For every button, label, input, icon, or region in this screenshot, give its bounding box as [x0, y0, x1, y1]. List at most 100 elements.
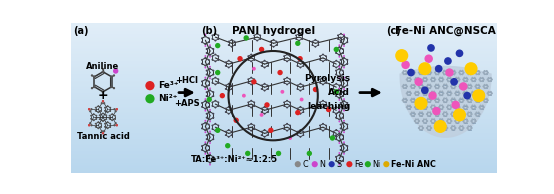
Circle shape: [475, 115, 478, 117]
Circle shape: [463, 122, 465, 124]
Circle shape: [209, 154, 211, 156]
Circle shape: [410, 106, 412, 108]
Circle shape: [338, 132, 340, 134]
Bar: [70, 98, 497, 99]
Circle shape: [474, 99, 476, 101]
Circle shape: [218, 105, 219, 107]
Bar: [70, 86, 497, 87]
Circle shape: [90, 115, 92, 117]
Circle shape: [283, 125, 285, 126]
Circle shape: [338, 65, 340, 67]
Circle shape: [201, 145, 203, 147]
Bar: [70, 48, 497, 49]
Circle shape: [401, 61, 410, 69]
Circle shape: [98, 121, 99, 123]
Circle shape: [340, 40, 342, 42]
Circle shape: [429, 70, 431, 72]
Circle shape: [442, 78, 444, 81]
Circle shape: [319, 101, 321, 103]
Circle shape: [450, 127, 452, 129]
Circle shape: [286, 61, 288, 62]
Circle shape: [107, 105, 109, 107]
Circle shape: [340, 33, 342, 35]
Bar: [70, 54, 497, 56]
Circle shape: [406, 99, 408, 101]
Circle shape: [338, 134, 340, 136]
Circle shape: [402, 71, 404, 74]
Circle shape: [206, 156, 208, 158]
Circle shape: [204, 57, 207, 59]
Circle shape: [454, 85, 456, 87]
Circle shape: [253, 38, 255, 40]
Circle shape: [435, 101, 437, 103]
Circle shape: [439, 118, 441, 120]
Bar: [70, 79, 497, 81]
Bar: [70, 84, 497, 86]
Circle shape: [463, 127, 465, 129]
Circle shape: [439, 90, 441, 93]
Bar: [70, 102, 497, 103]
Bar: [70, 106, 497, 107]
Circle shape: [430, 99, 432, 101]
Circle shape: [115, 122, 117, 124]
Circle shape: [461, 129, 464, 131]
Circle shape: [242, 94, 246, 98]
Circle shape: [264, 113, 265, 115]
Circle shape: [405, 70, 407, 72]
Circle shape: [466, 78, 469, 81]
Circle shape: [102, 100, 104, 102]
Bar: [70, 138, 497, 139]
Circle shape: [409, 94, 411, 96]
Circle shape: [343, 108, 345, 110]
Circle shape: [479, 77, 481, 79]
Circle shape: [454, 78, 456, 81]
Circle shape: [423, 108, 425, 110]
Circle shape: [286, 123, 288, 125]
Circle shape: [212, 117, 214, 119]
Circle shape: [470, 92, 473, 94]
Bar: [70, 33, 497, 35]
Circle shape: [414, 71, 416, 74]
Circle shape: [453, 73, 455, 75]
Circle shape: [470, 99, 473, 101]
Circle shape: [463, 118, 465, 120]
Bar: [70, 109, 497, 110]
Circle shape: [475, 73, 478, 75]
Circle shape: [98, 127, 99, 129]
Circle shape: [468, 125, 469, 127]
Circle shape: [413, 84, 415, 86]
Circle shape: [421, 87, 423, 89]
Circle shape: [212, 105, 213, 107]
Circle shape: [455, 94, 458, 96]
Circle shape: [343, 34, 345, 35]
Circle shape: [325, 82, 327, 84]
Text: PANI hydrogel: PANI hydrogel: [232, 26, 315, 36]
Circle shape: [286, 54, 288, 55]
Circle shape: [424, 55, 433, 63]
Bar: [70, 123, 497, 124]
Circle shape: [486, 70, 488, 72]
Bar: [70, 53, 497, 54]
Bar: [70, 44, 497, 46]
Circle shape: [101, 102, 103, 104]
Circle shape: [437, 73, 439, 75]
Circle shape: [289, 55, 291, 57]
Circle shape: [204, 77, 206, 79]
Circle shape: [343, 45, 345, 47]
Circle shape: [100, 123, 102, 125]
Circle shape: [453, 108, 466, 121]
Circle shape: [102, 113, 104, 114]
Circle shape: [214, 123, 216, 125]
Circle shape: [479, 94, 481, 96]
Circle shape: [212, 134, 214, 136]
Circle shape: [322, 130, 324, 132]
Circle shape: [471, 105, 474, 107]
Circle shape: [332, 65, 334, 67]
Circle shape: [102, 120, 104, 122]
Text: Fe-Ni ANC@NSCA: Fe-Ni ANC@NSCA: [395, 26, 496, 36]
Circle shape: [470, 85, 473, 87]
Circle shape: [459, 101, 461, 103]
Circle shape: [465, 77, 468, 79]
Circle shape: [319, 55, 321, 57]
Circle shape: [469, 101, 471, 103]
